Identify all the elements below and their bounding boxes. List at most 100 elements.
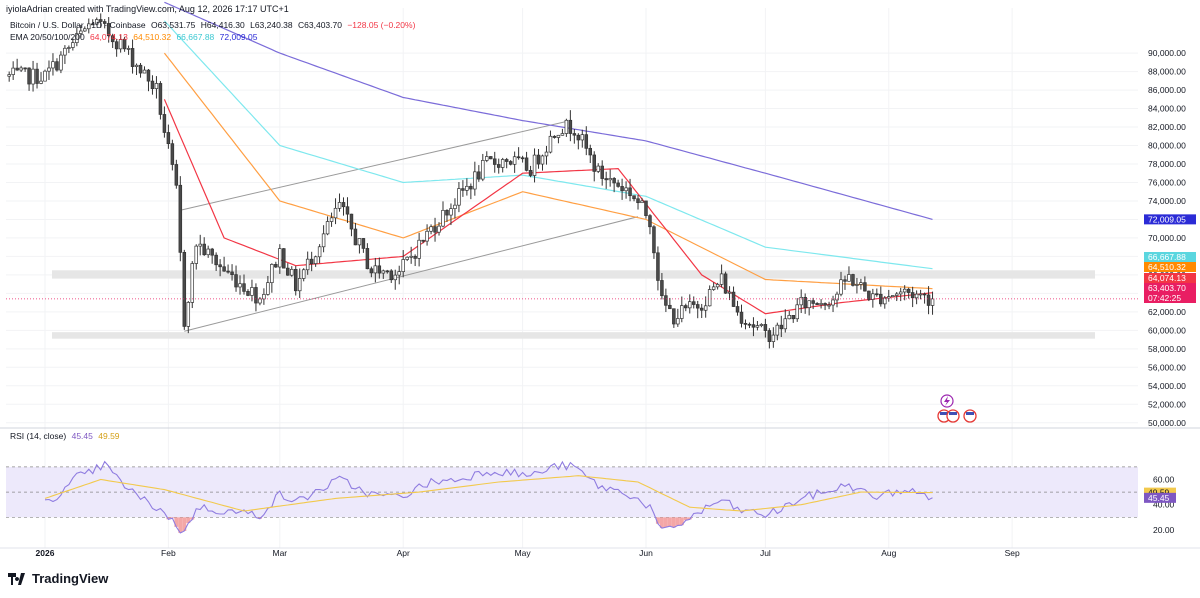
candle-up <box>71 42 75 48</box>
flag-stripe-icon <box>949 412 957 415</box>
candle-down <box>385 270 390 273</box>
candle-up <box>775 324 780 336</box>
candle-down <box>492 158 497 165</box>
candle-down <box>660 280 664 297</box>
candle-down <box>341 202 346 208</box>
time-tick-label: Mar <box>272 548 287 558</box>
rsi-legend[interactable]: RSI (14, close) 45.45 49.59 <box>10 431 123 441</box>
candle-down <box>23 67 27 70</box>
countdown-text: 07:42:25 <box>1148 293 1181 303</box>
candle-down <box>528 170 533 176</box>
candle-up <box>278 248 282 268</box>
tradingview-logo[interactable]: TradingView <box>8 571 108 586</box>
rsi-line <box>44 460 933 534</box>
candle-up <box>425 230 429 242</box>
candle-down <box>293 268 298 292</box>
candle-down <box>520 157 525 160</box>
candle-up <box>262 294 266 300</box>
us-flag-event-icon <box>946 409 960 423</box>
candle-up <box>640 200 644 204</box>
candle-down <box>636 198 640 204</box>
price-label-box <box>1144 252 1196 262</box>
price-tick-label: 88,000.00 <box>1148 67 1186 77</box>
price-tick-label: 70,000.00 <box>1148 233 1186 243</box>
candle-up <box>465 185 469 191</box>
candle-down <box>286 267 290 276</box>
candle-up <box>397 271 401 276</box>
rsi-tick-label: 20.00 <box>1153 525 1175 535</box>
candle-down <box>114 41 119 50</box>
candle-down <box>496 164 501 168</box>
candle-down <box>863 282 867 292</box>
price-axis: 50,000.00 52,000.00 54,000.00 56,000.00 58,0… <box>1148 48 1186 428</box>
candle-up <box>393 274 397 281</box>
candle-down <box>361 238 366 249</box>
candle-down <box>445 209 449 216</box>
rsi-ma-value: 49.59 <box>98 431 120 441</box>
candle-down <box>616 182 620 187</box>
candle-up <box>441 209 445 227</box>
ema-legend[interactable]: EMA 20/50/100/200 64,074.13 64,510.32 66… <box>10 32 260 42</box>
candle-down <box>695 304 700 309</box>
rsi-value-text: 45.45 <box>1148 493 1170 503</box>
candle-down <box>922 293 927 296</box>
candle-up <box>75 33 79 43</box>
candle-up <box>457 188 461 206</box>
candle-down <box>461 188 465 191</box>
us-flag-event-icon <box>963 409 977 423</box>
candle-down <box>469 185 473 190</box>
candle-down <box>477 171 481 180</box>
price-tick-label: 62,000.00 <box>1148 307 1186 317</box>
candle-down <box>723 273 728 294</box>
candle-up <box>715 284 720 288</box>
candle-up <box>19 67 23 71</box>
price-label-text: 63,403.70 <box>1148 283 1186 293</box>
candle-down <box>664 295 668 306</box>
candle-up <box>887 296 891 299</box>
brand-text: TradingView <box>32 571 109 586</box>
candle-up <box>31 68 35 85</box>
candle-down <box>389 270 394 281</box>
price-label-text: 64,074.13 <box>1148 273 1186 283</box>
candle-down <box>110 35 115 43</box>
ohlc-change: −128.05 (−0.20%) <box>347 20 416 30</box>
candle-up <box>855 284 859 286</box>
price-tick-label: 90,000.00 <box>1148 48 1186 58</box>
candle-up <box>194 245 198 264</box>
time-tick-label: Jul <box>760 548 771 558</box>
price-label-box <box>1144 283 1196 293</box>
price-tick-label: 52,000.00 <box>1148 399 1186 409</box>
ohlc-open: O63,531.75 <box>150 20 196 30</box>
candle-up <box>321 233 326 248</box>
channel-upper-line <box>180 121 567 211</box>
candle-up <box>154 83 159 89</box>
candle-down <box>875 293 879 296</box>
ema-title: EMA 20/50/100/200 <box>10 32 85 42</box>
candle-down <box>811 300 815 304</box>
candle-down <box>146 69 151 82</box>
candle-down <box>35 68 39 84</box>
rsi-title: RSI (14, close) <box>10 431 67 441</box>
candle-up <box>688 301 692 309</box>
price-tick-label: 78,000.00 <box>1148 159 1186 169</box>
price-tick-label: 58,000.00 <box>1148 344 1186 354</box>
candle-down <box>656 252 660 281</box>
candle-up <box>357 238 362 246</box>
candle-down <box>130 48 135 67</box>
candle-up <box>707 289 712 307</box>
candle-down <box>106 23 111 37</box>
time-tick-label: Jun <box>639 548 653 558</box>
candle-down <box>628 187 632 197</box>
candle-up <box>711 286 716 290</box>
candle-up <box>270 264 274 284</box>
candle-down <box>353 228 358 246</box>
candle-up <box>902 288 907 293</box>
candle-up <box>624 187 628 192</box>
candle-down <box>122 39 127 50</box>
candle-up <box>847 274 851 282</box>
symbol-line: Bitcoin / U.S. Dollar · 1D · Coinbase O6… <box>10 20 418 30</box>
candle-up <box>500 159 505 168</box>
candle-down <box>365 248 370 270</box>
candle-down <box>815 303 819 305</box>
